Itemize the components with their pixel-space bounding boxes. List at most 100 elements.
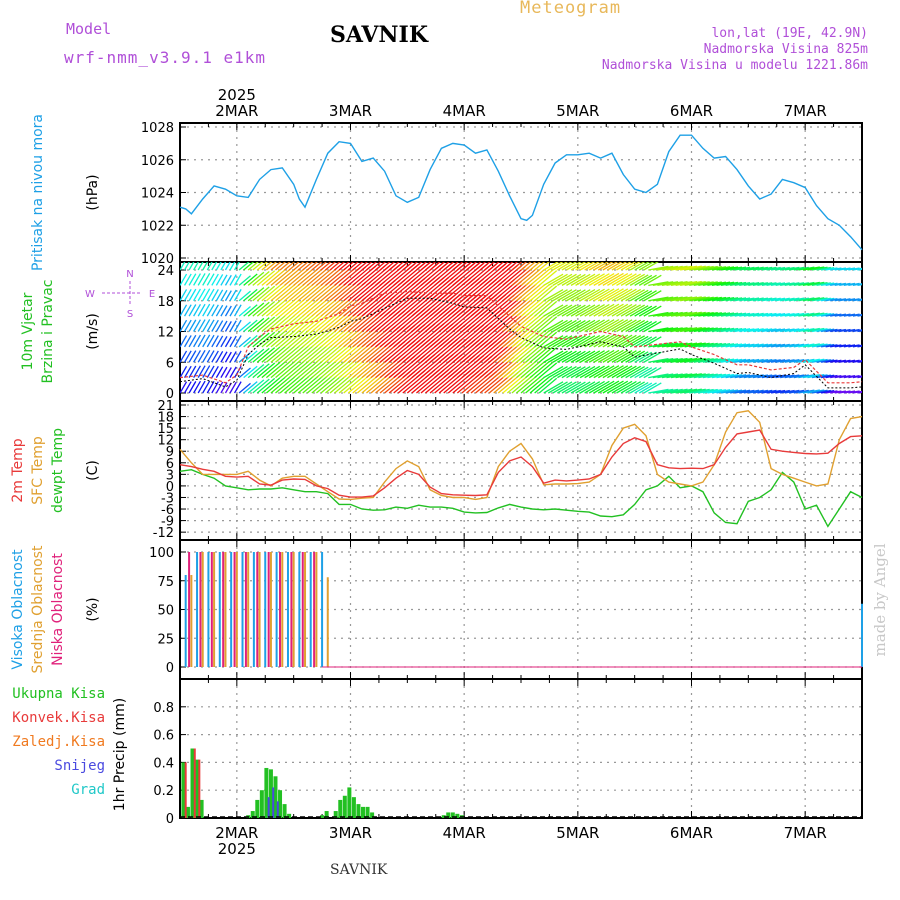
wind-barb (693, 358, 714, 363)
wind-barb (707, 296, 727, 302)
wind-barb (839, 390, 851, 394)
wind-barb (506, 297, 530, 317)
wind-barb (661, 281, 683, 287)
wind-barb (584, 262, 600, 271)
wind-barb (293, 376, 314, 394)
wind-barb (734, 389, 751, 394)
wind-barb (643, 290, 662, 302)
wind-barb (220, 351, 228, 363)
wind-barb (757, 297, 773, 302)
wind-barb (652, 311, 674, 317)
wind-barb (557, 335, 577, 348)
wind-barb (211, 381, 219, 394)
wind-barb (538, 300, 558, 317)
wind-barb (256, 285, 276, 302)
wind-barb (807, 281, 825, 287)
wind-barb (657, 388, 679, 394)
wind-barb (183, 319, 192, 332)
wind-barb (693, 373, 714, 379)
wind-barb (648, 296, 669, 302)
wind-barb (215, 289, 224, 302)
wind-barb (752, 297, 769, 302)
wind-barb (666, 265, 688, 271)
wind-barb (770, 266, 786, 271)
wind-barb (397, 262, 409, 271)
precip-bar (190, 748, 195, 818)
wind-barb (334, 359, 357, 379)
wind-barb (529, 300, 549, 317)
wind-barb (811, 266, 828, 271)
wind-barb (834, 298, 847, 302)
wind-barb (825, 390, 838, 394)
wind-barb (693, 342, 714, 348)
wind-barb (288, 268, 309, 286)
precip-bar (181, 762, 186, 818)
wind-barb (789, 374, 805, 379)
wind-barb (588, 365, 610, 379)
wind-barb (730, 343, 747, 348)
wind-barb (288, 283, 309, 302)
wind-barb (525, 315, 545, 332)
wind-barb (233, 273, 242, 286)
wind-barb (648, 281, 669, 287)
wind-barb (265, 299, 286, 317)
wind-barb (661, 388, 683, 394)
wind-barb (302, 283, 323, 302)
wind-barb (625, 262, 641, 271)
wind-barb (561, 350, 582, 363)
wind-barb (725, 327, 743, 333)
wind-barb (570, 381, 591, 394)
wind-barb (784, 389, 800, 394)
wind-barb (802, 297, 820, 302)
wind-barb (575, 288, 596, 302)
wind-barb (543, 350, 564, 363)
wind-barb (379, 262, 391, 271)
wind-barb (438, 262, 450, 271)
wind-barb (243, 273, 258, 286)
wind-barb (638, 382, 657, 394)
wind-barb (648, 358, 669, 363)
wind-barb (188, 350, 197, 363)
wind-barb (652, 358, 674, 363)
wind-barb (570, 304, 591, 317)
wind-barb (620, 262, 637, 271)
wind-barb (602, 365, 624, 379)
wind-barb (211, 319, 219, 332)
wind-barb (529, 269, 549, 286)
wind-barb (680, 373, 702, 379)
wind-barb (538, 262, 550, 271)
wind-barb (506, 312, 530, 332)
wind-barb (720, 389, 739, 394)
wind-barb (343, 262, 355, 271)
wind-barb (525, 345, 545, 363)
wind-barb (243, 334, 258, 348)
wind-barb (807, 266, 825, 271)
wind-barb (811, 328, 828, 333)
wind-barb (843, 313, 856, 317)
wind-barb (561, 262, 578, 271)
wind-barb (743, 266, 760, 271)
wind-barb (288, 314, 309, 332)
wind-barb (320, 262, 332, 271)
y-tick-label: 24 (157, 264, 174, 279)
wind-barb (625, 273, 645, 286)
wind-barb (648, 388, 669, 394)
wind-barb (629, 320, 649, 333)
wind-barb (789, 266, 805, 271)
wind-barb (188, 334, 197, 348)
wind-barb (547, 350, 568, 363)
wind-barb (843, 267, 856, 271)
wind-barb (802, 358, 820, 363)
wind-barb (197, 262, 204, 271)
wind-barb (843, 328, 856, 333)
wind-barb (270, 345, 291, 363)
y-tick-label: 1028 (141, 121, 174, 136)
wind-barb (570, 350, 591, 363)
wind-barb (702, 281, 722, 287)
wind-barb (516, 329, 537, 348)
wind-barb (247, 262, 259, 271)
wind-barb (770, 328, 786, 333)
wind-barb (834, 344, 847, 348)
wind-barb (770, 313, 786, 317)
